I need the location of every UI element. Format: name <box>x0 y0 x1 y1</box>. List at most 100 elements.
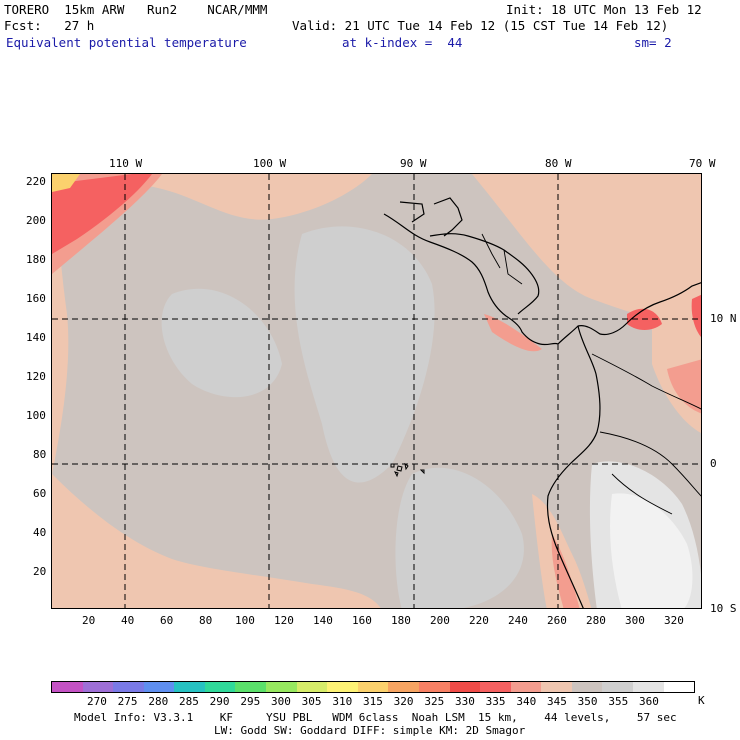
colorbar-tick-label: 320 <box>393 695 414 708</box>
colorbar-tick-label: 325 <box>424 695 445 708</box>
field-hot-costa-rica <box>484 314 542 352</box>
map-panel <box>51 173 702 609</box>
graticule <box>52 174 701 608</box>
y-tick: 220 <box>26 175 46 188</box>
lon-label-70w: 70 W <box>689 157 716 170</box>
field-cool-central <box>294 226 435 483</box>
lon-label-90w: 90 W <box>400 157 427 170</box>
x-tick: 160 <box>352 614 372 627</box>
coastline-panama-colombia <box>557 282 701 345</box>
coastline-caribbean <box>399 197 540 315</box>
colorbar-unit: K <box>698 694 705 707</box>
colorbar-tick-label: 360 <box>639 695 659 708</box>
colorbar-cell <box>388 682 419 692</box>
lat-label-10s: 10 S <box>710 602 737 615</box>
field-warm-andes <box>532 494 592 608</box>
colorbar-tick-label: 305 <box>301 695 322 708</box>
colorbar-tick-label: 330 <box>455 695 475 708</box>
colorbar-cell <box>143 682 175 692</box>
field-name: Equivalent potential temperature <box>6 35 247 50</box>
colorbar-tick-label: 315 <box>363 695 383 708</box>
colorbar-cell <box>632 682 664 692</box>
colorbar-tick-label: 285 <box>179 695 199 708</box>
x-tick: 100 <box>235 614 255 627</box>
x-tick: 280 <box>586 614 606 627</box>
field-hot-east <box>667 359 701 414</box>
coastline-south-america-west <box>546 325 601 608</box>
field-hot-venezuela <box>691 294 701 337</box>
x-tick: 220 <box>469 614 489 627</box>
colorbar-cell <box>357 682 389 692</box>
header-forecast-hour: Fcst: 27 h <box>4 18 95 33</box>
field-cool-ocean <box>161 288 282 398</box>
colorbar-tick-label: 300 <box>271 695 291 708</box>
footer-model-info: Model Info: V3.3.1 KF YSU PBL WDM 6class… <box>74 711 677 724</box>
x-tick: 200 <box>430 614 450 627</box>
smoothing-info: sm= 2 <box>634 35 672 50</box>
x-tick: 60 <box>160 614 174 627</box>
colorbar-tick-label: 335 <box>485 695 506 708</box>
colorbar-cell <box>510 682 542 692</box>
colorbar-cell <box>418 682 450 692</box>
lon-label-100w: 100 W <box>253 157 287 170</box>
x-tick: 320 <box>664 614 684 627</box>
field-warm-northeast <box>472 174 701 334</box>
x-tick: 300 <box>625 614 645 627</box>
colorbar-tick-label: 295 <box>240 695 261 708</box>
colorbar-tick-label: 270 <box>87 695 107 708</box>
colorbar-cell <box>327 682 358 692</box>
y-tick: 160 <box>26 292 46 305</box>
colorbar-cell <box>204 682 236 692</box>
x-tick: 120 <box>274 614 294 627</box>
colorbar-cell <box>52 682 83 692</box>
y-tick: 180 <box>26 253 46 266</box>
colorbar-cell <box>480 682 511 692</box>
header-model-run: TORERO 15km ARW Run2 NCAR/MMM <box>4 2 268 17</box>
coastline-mexico-central-america <box>383 213 559 346</box>
y-tick: 100 <box>26 409 46 422</box>
x-tick: 20 <box>82 614 96 627</box>
colorbar-tick-label: 280 <box>148 695 169 708</box>
colorbar-cell <box>602 682 633 692</box>
colorbar-cell <box>571 682 603 692</box>
y-tick: 80 <box>33 448 47 461</box>
x-tick: 240 <box>508 614 528 627</box>
header-valid-time: Valid: 21 UTC Tue 14 Feb 12 (15 CST Tue … <box>292 18 669 33</box>
y-tick: 40 <box>33 526 47 539</box>
colorbar-tick-label: 340 <box>516 695 537 708</box>
colorbar-tick-label: 355 <box>608 695 629 708</box>
colorbar-cell <box>296 682 328 692</box>
y-tick: 20 <box>33 565 47 578</box>
colorbar-cell <box>174 682 205 692</box>
y-tick: 120 <box>26 370 46 383</box>
lon-label-110w: 110 W <box>109 157 143 170</box>
field-hot-northwest-core <box>52 174 152 254</box>
x-tick: 180 <box>391 614 411 627</box>
header-init-time: Init: 18 UTC Mon 13 Feb 12 <box>506 2 702 17</box>
x-tick: 40 <box>121 614 135 627</box>
colorbar-cell <box>235 682 267 692</box>
field-pale-east-core <box>610 493 693 608</box>
lat-label-10n: 10 N <box>710 312 737 325</box>
colorbar-cell <box>449 682 481 692</box>
field-hottest-corner <box>52 174 80 192</box>
field-cool-south <box>395 467 524 608</box>
y-tick: 60 <box>33 487 47 500</box>
border-lines <box>481 233 701 515</box>
lon-label-80w: 80 W <box>545 157 572 170</box>
footer-physics-info: LW: Godd SW: Goddard DIFF: simple KM: 2D… <box>214 724 526 737</box>
colorbar-tick-label: 275 <box>117 695 138 708</box>
colorbar-cell <box>541 682 572 692</box>
x-tick: 140 <box>313 614 333 627</box>
colorbar-cell <box>266 682 297 692</box>
colorbar <box>51 681 695 693</box>
y-tick: 200 <box>26 214 46 227</box>
x-tick: 260 <box>547 614 567 627</box>
colorbar-tick-label: 345 <box>547 695 567 708</box>
colorbar-cell <box>82 682 114 692</box>
field-warm-southwest <box>52 474 381 608</box>
galapagos-islands <box>390 462 425 478</box>
colorbar-tick-label: 350 <box>577 695 598 708</box>
y-tick: 140 <box>26 331 46 344</box>
colorbar-cell <box>113 682 144 692</box>
